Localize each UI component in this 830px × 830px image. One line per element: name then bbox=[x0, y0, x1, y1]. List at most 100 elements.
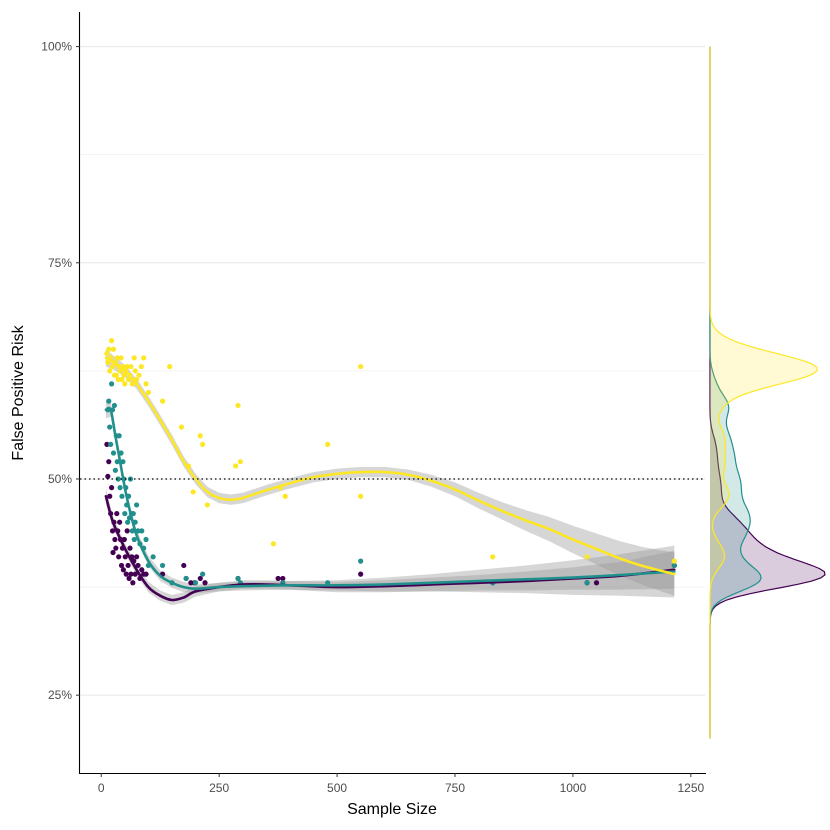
data-point bbox=[131, 355, 137, 361]
data-point bbox=[145, 389, 151, 396]
data-point bbox=[109, 381, 115, 387]
x-tick-label: 0 bbox=[98, 781, 105, 795]
data-point bbox=[115, 376, 121, 383]
data-point bbox=[280, 575, 286, 582]
data-point bbox=[109, 485, 115, 491]
data-point bbox=[117, 485, 123, 491]
data-point bbox=[358, 571, 364, 577]
data-point bbox=[167, 363, 173, 370]
data-point bbox=[204, 502, 210, 508]
data-point bbox=[235, 402, 241, 409]
data-point bbox=[128, 571, 134, 577]
data-point bbox=[202, 580, 208, 586]
data-point bbox=[106, 398, 112, 404]
y-tick-label: 75% bbox=[48, 256, 72, 270]
data-point bbox=[275, 575, 281, 582]
data-point bbox=[325, 580, 331, 586]
data-point bbox=[121, 536, 127, 543]
data-point bbox=[116, 554, 122, 560]
data-point bbox=[200, 571, 206, 577]
y-tick-label: 25% bbox=[48, 688, 72, 702]
confidence-band bbox=[105, 401, 675, 598]
data-point bbox=[106, 459, 112, 465]
fit-line bbox=[104, 356, 676, 576]
data-point bbox=[123, 571, 129, 577]
data-point bbox=[121, 372, 127, 378]
data-point bbox=[141, 355, 147, 361]
data-point bbox=[104, 350, 110, 357]
data-point bbox=[139, 528, 145, 534]
data-point bbox=[237, 459, 243, 465]
data-point bbox=[120, 567, 126, 573]
data-point bbox=[490, 554, 496, 560]
data-point bbox=[110, 450, 117, 456]
data-point bbox=[135, 562, 141, 569]
data-point bbox=[114, 355, 120, 361]
data-point bbox=[119, 376, 125, 383]
data-point bbox=[109, 528, 116, 534]
data-point bbox=[116, 433, 122, 439]
data-point bbox=[200, 441, 206, 447]
data-point bbox=[105, 473, 111, 479]
data-point bbox=[114, 510, 120, 517]
x-axis-title: Sample Size bbox=[347, 801, 437, 818]
data-point bbox=[125, 376, 132, 383]
data-point bbox=[671, 562, 677, 569]
data-point bbox=[108, 441, 114, 447]
data-point bbox=[190, 489, 196, 495]
data-point bbox=[126, 575, 132, 582]
confidence-bands bbox=[105, 349, 675, 606]
data-point bbox=[109, 363, 116, 370]
data-point bbox=[112, 467, 118, 473]
data-point bbox=[584, 554, 590, 560]
data-point bbox=[122, 381, 128, 387]
data-point bbox=[282, 493, 288, 499]
marginal-density bbox=[709, 46, 826, 739]
data-point bbox=[143, 381, 149, 387]
data-point bbox=[110, 549, 116, 556]
data-point bbox=[124, 528, 130, 534]
data-point bbox=[119, 493, 125, 499]
axes bbox=[78, 12, 706, 775]
data-point bbox=[188, 580, 194, 586]
data-point bbox=[118, 562, 125, 569]
x-tick-label: 750 bbox=[445, 781, 465, 795]
data-point bbox=[125, 519, 131, 525]
data-point bbox=[134, 502, 140, 508]
data-point bbox=[115, 476, 121, 482]
data-point bbox=[122, 554, 128, 560]
data-point bbox=[131, 536, 137, 543]
data-point bbox=[159, 562, 166, 569]
data-point bbox=[143, 536, 149, 543]
data-point bbox=[118, 355, 124, 361]
density-area bbox=[710, 46, 825, 739]
data-point bbox=[132, 368, 138, 374]
data-point bbox=[111, 402, 118, 409]
data-point bbox=[183, 575, 189, 582]
data-point bbox=[181, 562, 187, 569]
data-point bbox=[136, 372, 142, 378]
data-point bbox=[233, 463, 239, 469]
data-point bbox=[150, 554, 156, 560]
data-point bbox=[143, 571, 149, 577]
fit-lines bbox=[104, 356, 676, 602]
data-point bbox=[134, 554, 140, 560]
data-point bbox=[104, 441, 110, 447]
data-point bbox=[113, 372, 119, 378]
data-point bbox=[192, 580, 199, 586]
x-tick-label: 250 bbox=[209, 781, 229, 795]
data-point bbox=[129, 381, 135, 387]
data-point bbox=[127, 545, 133, 551]
data-point bbox=[159, 398, 166, 404]
data-point bbox=[124, 363, 130, 370]
data-point bbox=[107, 424, 113, 430]
density-area bbox=[710, 46, 762, 739]
x-tick-label: 1000 bbox=[560, 781, 587, 795]
data-point bbox=[110, 346, 117, 352]
ticks: 25% 50% 75% 100% 0 250 500 750 1000 1250 bbox=[41, 40, 704, 795]
density-area bbox=[710, 46, 818, 739]
y-tick-label: 50% bbox=[48, 472, 72, 486]
density-curve bbox=[709, 46, 818, 739]
data-point bbox=[117, 519, 123, 525]
